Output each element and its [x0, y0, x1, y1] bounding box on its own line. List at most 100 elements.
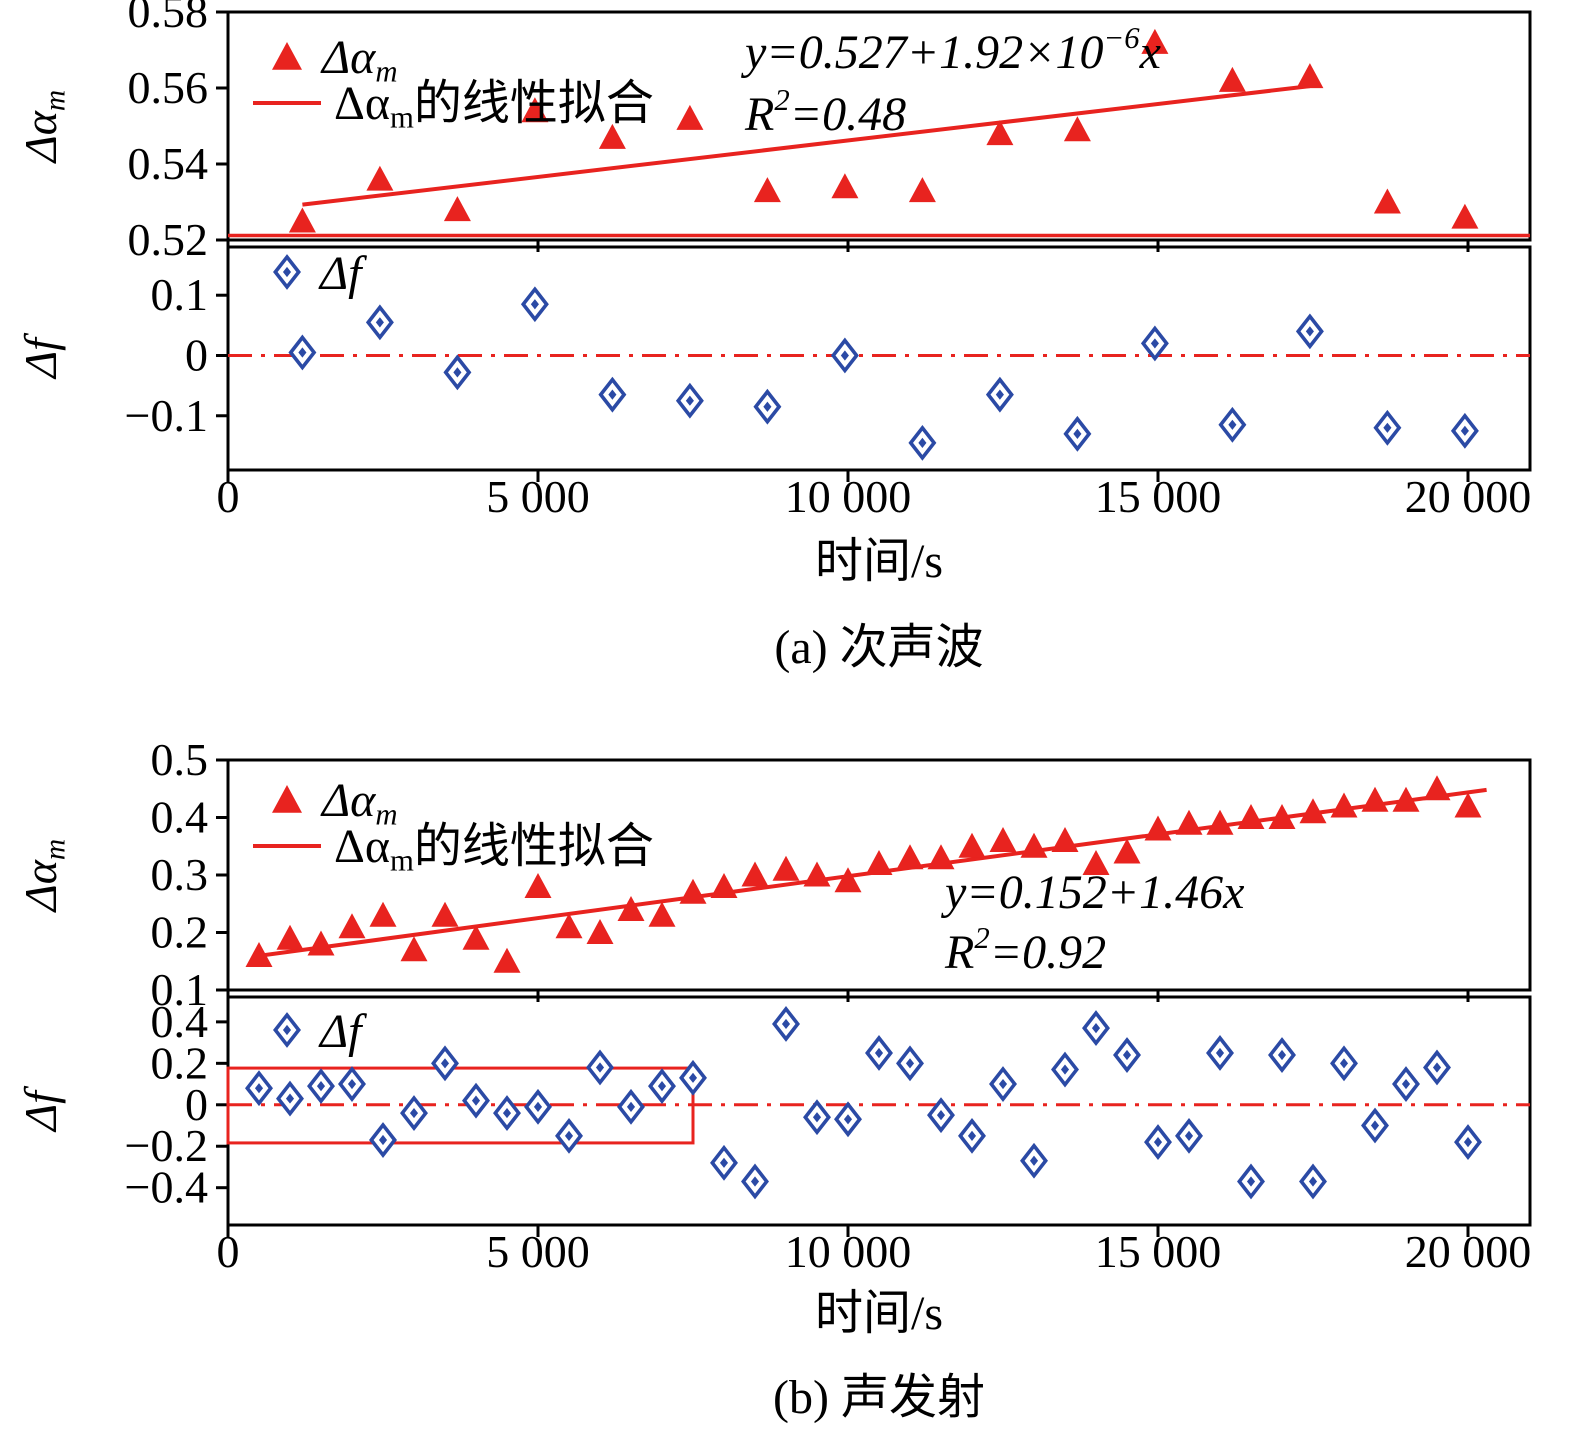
legend-triangle-icon — [272, 42, 302, 70]
series-triangle — [288, 28, 1479, 233]
fit-equation: R2=0.92 — [944, 921, 1106, 979]
y-tick-label: 0 — [185, 1079, 208, 1130]
data-point-triangle — [1299, 798, 1327, 824]
legend-label: Δf — [318, 1005, 367, 1058]
data-point-diamond — [1218, 406, 1247, 443]
data-point-diamond — [753, 388, 782, 425]
y-tick-label: 0.54 — [128, 138, 209, 189]
data-point-diamond — [679, 1059, 707, 1096]
y-axis-label: Δαm — [15, 839, 71, 913]
data-point-diamond — [834, 1101, 862, 1138]
text-segment: m — [390, 101, 414, 135]
data-point-triangle — [753, 177, 781, 203]
data-point-triangle — [1063, 116, 1091, 142]
y-tick-label: 0.1 — [151, 964, 209, 1015]
fit-equation: y=0.152+1.46x — [940, 866, 1244, 919]
data-point-diamond — [288, 334, 317, 371]
data-point-triangle — [772, 855, 800, 881]
data-point-triangle — [1454, 792, 1482, 818]
y-axis-label: Δf — [15, 332, 66, 380]
text-segment: R — [944, 926, 974, 979]
x-tick-label: 5 000 — [486, 1226, 590, 1277]
text-segment: 0.4 — [151, 996, 209, 1047]
data-point-diamond — [1206, 1035, 1234, 1071]
diamond-core — [375, 317, 384, 328]
diamond-core — [608, 389, 617, 400]
diamond-core — [1277, 1049, 1287, 1061]
data-point-diamond — [989, 1066, 1017, 1102]
diamond-core — [719, 1157, 729, 1168]
plot-frame — [226, 245, 1532, 472]
data-point-triangle — [989, 827, 1017, 852]
text-segment: 0.52 — [128, 214, 209, 265]
plot-frame — [226, 10, 1532, 242]
data-point-triangle — [1206, 809, 1234, 835]
data-point-diamond — [1454, 1124, 1482, 1161]
data-point-diamond — [772, 1006, 800, 1042]
data-point-diamond — [493, 1095, 521, 1131]
data-point-triangle — [443, 196, 471, 222]
data-point-diamond — [524, 1088, 552, 1125]
data-point-diamond — [1268, 1037, 1296, 1073]
data-point-triangle — [1361, 786, 1389, 812]
diamond-core — [1308, 1176, 1318, 1187]
diamond-core — [285, 1093, 295, 1104]
data-point-diamond — [462, 1082, 490, 1119]
diamond-core — [1091, 1022, 1101, 1034]
series-triangle — [245, 775, 1482, 973]
fit-equation: R2=0.48 — [744, 83, 906, 141]
diamond-core — [688, 1072, 698, 1083]
diamond-core — [685, 395, 694, 406]
x-axis-title-a: 时间/s — [814, 535, 944, 588]
text-segment: Δf — [15, 1085, 66, 1133]
text-segment: R — [744, 88, 774, 141]
data-point-triangle — [462, 924, 490, 950]
data-point-triangle — [586, 919, 614, 944]
y-tick-label: −0.4 — [125, 1162, 208, 1213]
data-point-diamond — [1063, 415, 1092, 452]
panel-a: 0.520.540.560.58ΔαmΔαm的线性拟合y=0.527+1.92×… — [15, 0, 1532, 522]
diamond-core — [502, 1107, 512, 1119]
diamond-core — [1184, 1130, 1194, 1141]
diamond-core — [530, 299, 539, 310]
text-segment: Δα — [334, 77, 390, 130]
data-point-triangle — [521, 97, 549, 123]
data-point-triangle — [1392, 786, 1420, 812]
y-tick-label: 0 — [185, 329, 208, 380]
data-point-diamond — [675, 382, 704, 419]
text-segment: 2 — [774, 83, 789, 117]
data-point-diamond — [803, 1099, 831, 1136]
series-diamond — [245, 1006, 1482, 1200]
diamond-core — [874, 1047, 884, 1059]
text-segment: 2 — [974, 921, 989, 955]
text-segment: m — [39, 839, 71, 860]
data-point-diamond — [1299, 1163, 1327, 1200]
data-point-diamond — [365, 304, 394, 341]
y-axis-label: Δαm — [15, 90, 71, 164]
diamond-core — [471, 1095, 481, 1106]
data-point-triangle — [1020, 832, 1048, 858]
data-point-diamond — [555, 1117, 583, 1154]
diamond-core — [1073, 428, 1082, 439]
diamond-core — [409, 1107, 419, 1119]
text-segment: 0 — [185, 1079, 208, 1130]
text-segment: Δf — [15, 332, 66, 380]
text-segment: Δf — [318, 1005, 367, 1058]
diamond-core — [1339, 1058, 1349, 1069]
text-segment: 10 000 — [785, 1226, 912, 1277]
text-segment: y=0.152+1.46x — [940, 866, 1244, 919]
legend-label: Δf — [318, 247, 367, 300]
data-point-triangle — [245, 942, 273, 967]
x-tick-label: 20 000 — [1405, 1226, 1532, 1277]
diamond-core — [316, 1081, 326, 1092]
text-segment: 10 000 — [785, 471, 912, 522]
data-point-triangle — [366, 165, 394, 191]
diamond-core — [1122, 1049, 1132, 1061]
data-point-diamond — [598, 376, 627, 413]
data-point-triangle — [1113, 838, 1141, 864]
text-segment: Δα — [320, 774, 376, 827]
text-segment: Δf — [318, 247, 367, 300]
text-segment: m — [375, 55, 397, 89]
diamond-core — [347, 1078, 357, 1090]
